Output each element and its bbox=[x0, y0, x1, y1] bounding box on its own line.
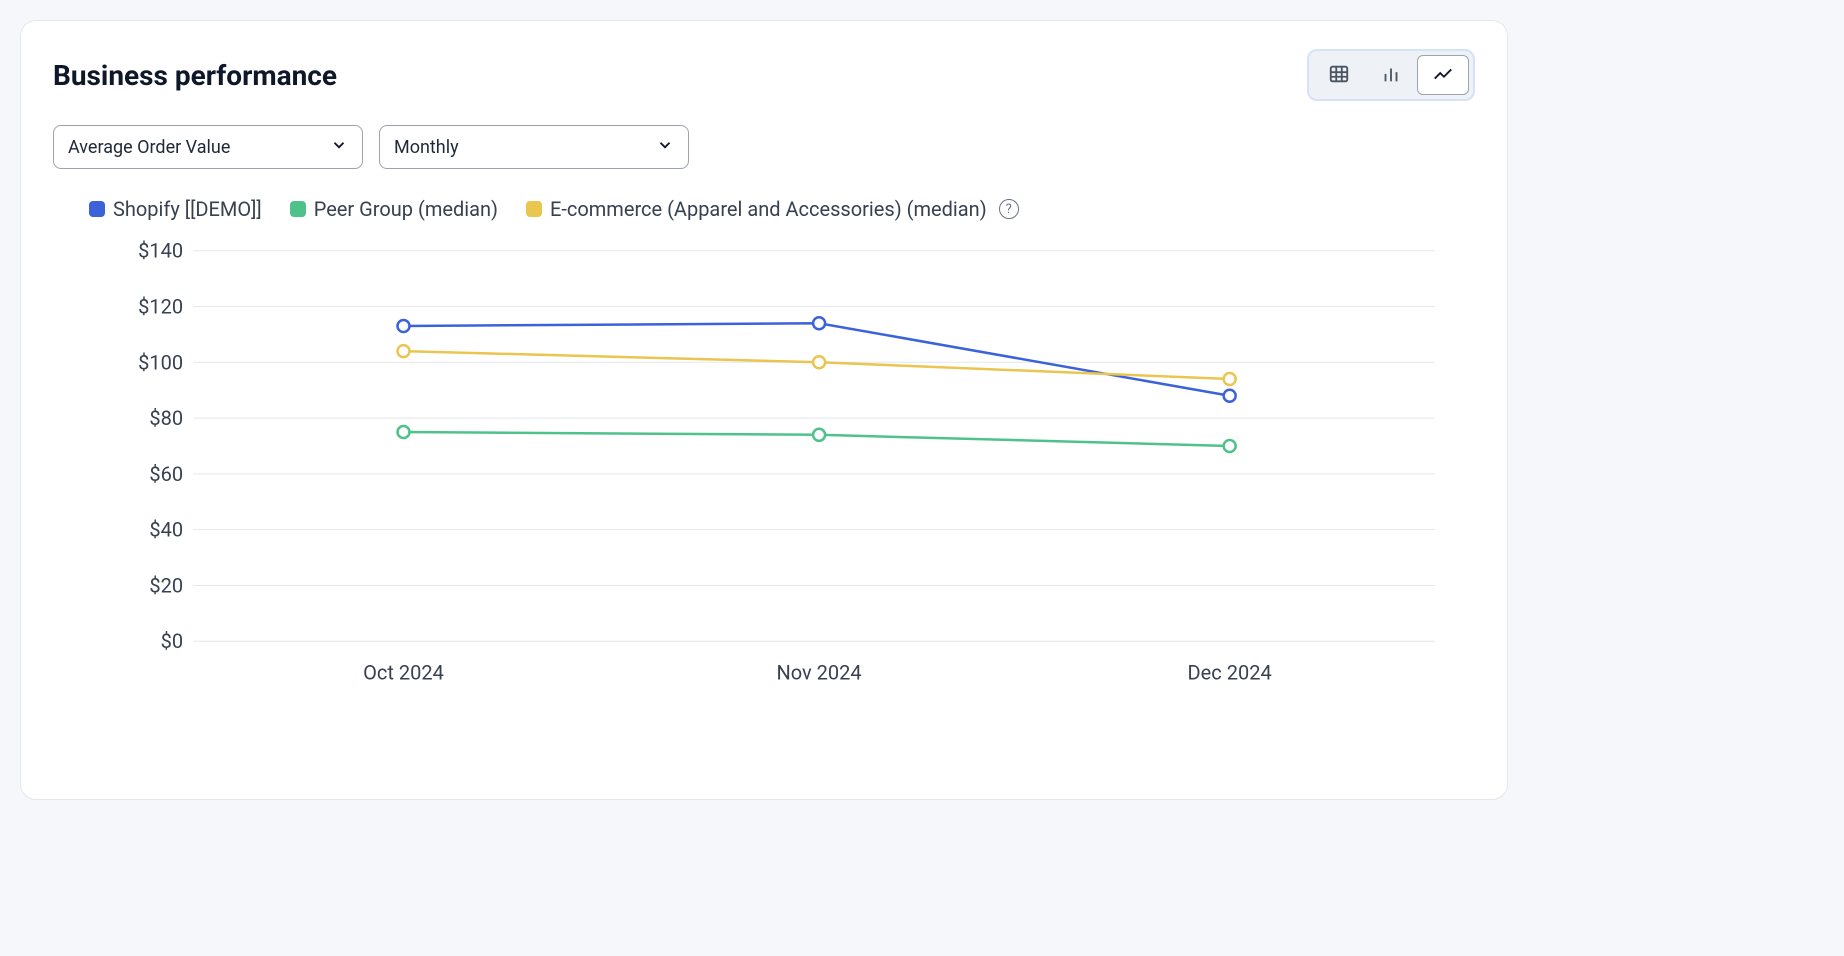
chart-legend: Shopify [[DEMO]] Peer Group (median) E-c… bbox=[89, 197, 1475, 221]
legend-label: E-commerce (Apparel and Accessories) (me… bbox=[550, 197, 987, 221]
legend-swatch bbox=[526, 201, 542, 217]
svg-text:Oct 2024: Oct 2024 bbox=[363, 660, 444, 684]
legend-item: Shopify [[DEMO]] bbox=[89, 197, 262, 221]
view-mode-bar-button[interactable] bbox=[1365, 55, 1417, 95]
legend-swatch bbox=[89, 201, 105, 217]
card-title: Business performance bbox=[53, 59, 337, 92]
svg-text:Nov 2024: Nov 2024 bbox=[776, 660, 861, 684]
granularity-select-value: Monthly bbox=[394, 137, 459, 158]
line-chart-icon bbox=[1432, 63, 1454, 88]
metric-select[interactable]: Average Order Value bbox=[53, 125, 363, 169]
chevron-down-icon bbox=[656, 136, 674, 159]
svg-text:$120: $120 bbox=[138, 294, 183, 318]
chevron-down-icon bbox=[330, 136, 348, 159]
legend-item: Peer Group (median) bbox=[290, 197, 498, 221]
svg-text:$80: $80 bbox=[149, 406, 183, 430]
svg-text:Dec 2024: Dec 2024 bbox=[1188, 660, 1272, 684]
legend-item: E-commerce (Apparel and Accessories) (me… bbox=[526, 197, 1019, 221]
granularity-select[interactable]: Monthly bbox=[379, 125, 689, 169]
svg-text:$100: $100 bbox=[138, 350, 183, 374]
view-mode-table-button[interactable] bbox=[1313, 55, 1365, 95]
svg-text:$0: $0 bbox=[161, 629, 184, 653]
help-icon[interactable]: ? bbox=[999, 199, 1019, 219]
header-row: Business performance bbox=[53, 49, 1475, 101]
controls-row: Average Order Value Monthly bbox=[53, 125, 1475, 169]
metric-select-value: Average Order Value bbox=[68, 137, 230, 158]
table-icon bbox=[1328, 63, 1350, 88]
svg-text:$40: $40 bbox=[149, 518, 183, 542]
chart-container: $0 $20 $40 $60 $80 $100 $120 $140 Oct 2024 Nov 20… bbox=[53, 231, 1475, 711]
legend-label: Shopify [[DEMO]] bbox=[113, 197, 262, 221]
business-performance-card: Business performance bbox=[20, 20, 1508, 800]
svg-text:$20: $20 bbox=[149, 573, 183, 597]
bar-chart-icon bbox=[1380, 63, 1402, 88]
legend-label: Peer Group (median) bbox=[314, 197, 498, 221]
svg-text:$140: $140 bbox=[138, 239, 183, 263]
view-mode-line-button[interactable] bbox=[1417, 55, 1469, 95]
legend-swatch bbox=[290, 201, 306, 217]
view-mode-toggle bbox=[1307, 49, 1475, 101]
svg-text:$60: $60 bbox=[149, 462, 183, 486]
line-chart: $0 $20 $40 $60 $80 $100 $120 $140 Oct 2024 Nov 20… bbox=[53, 231, 1475, 711]
